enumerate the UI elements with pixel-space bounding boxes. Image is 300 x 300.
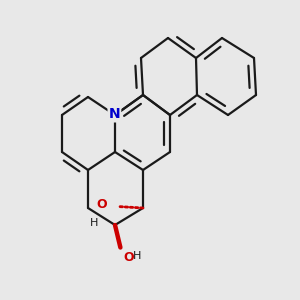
Text: O: O <box>96 198 107 211</box>
Text: N: N <box>109 107 120 122</box>
Text: H: H <box>90 218 98 228</box>
Text: O: O <box>123 251 134 264</box>
Text: H: H <box>132 251 141 261</box>
